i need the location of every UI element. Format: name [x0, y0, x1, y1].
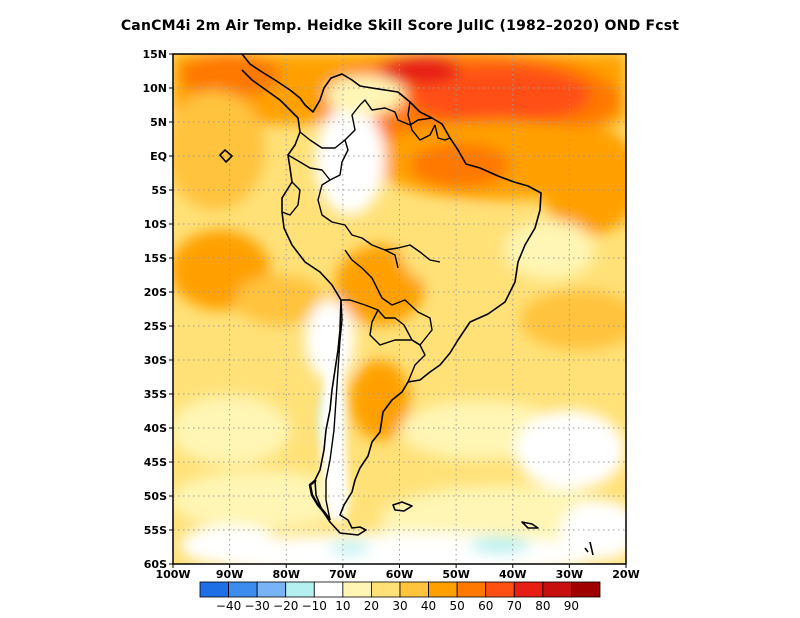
latitude-tick-label: 10S: [144, 218, 167, 231]
latitude-tick-label: 50S: [144, 490, 167, 503]
legend-swatch: [485, 581, 515, 598]
legend-swatch: [342, 581, 372, 598]
latitude-tick-label: 55S: [144, 524, 167, 537]
latitude-tick-label: 5N: [150, 116, 167, 129]
longitude-tick-label: 80W: [273, 568, 300, 581]
legend-label: −20: [273, 599, 298, 613]
legend-label: 40: [421, 599, 436, 613]
longitude-tick-label: 50W: [442, 568, 469, 581]
longitude-tick-label: 100W: [155, 568, 190, 581]
latitude-tick-label: EQ: [150, 150, 167, 163]
legend-swatch: [371, 581, 401, 598]
legend-label: 70: [507, 599, 522, 613]
legend-swatch: [456, 581, 487, 598]
longitude-axis-labels: 100W 90W 80W 70W 60W 50W 40W 30W 20W: [155, 564, 640, 581]
legend-label: 90: [564, 599, 579, 613]
legend-label: 10: [335, 599, 350, 613]
latitude-tick-label: 25S: [144, 320, 167, 333]
legend-label: 30: [392, 599, 407, 613]
latitude-tick-label: 30S: [144, 354, 167, 367]
latitude-tick-label: 10N: [142, 82, 167, 95]
latitude-tick-label: 40S: [144, 422, 167, 435]
legend-swatch: [399, 581, 429, 598]
shaded-field: [173, 54, 626, 564]
color-legend: −40 −30 −20 −10 10 20 30 40 50 60 70 80 90: [199, 581, 601, 613]
legend-label: −30: [244, 599, 269, 613]
legend-swatch: [285, 581, 315, 598]
latitude-tick-label: 15S: [144, 252, 167, 265]
country-borders: [281, 99, 451, 521]
legend-label: −10: [302, 599, 327, 613]
longitude-tick-label: 90W: [216, 568, 243, 581]
latitude-tick-label: 5S: [151, 184, 167, 197]
legend-swatch: [542, 581, 572, 598]
latitude-tick-label: 35S: [144, 388, 167, 401]
legend-swatch: [256, 581, 287, 598]
legend-label: 20: [364, 599, 379, 613]
latitude-axis-labels: 15N 10N 5N EQ 5S 10S 15S 20S 25S 30S 35S 40S 45S 50S 5…: [142, 48, 173, 571]
legend-swatch: [199, 581, 229, 598]
map-title: CanCM4i 2m Air Temp. Heidke Skill Score …: [120, 18, 680, 34]
latitude-tick-label: 15N: [142, 48, 167, 61]
legend-swatch: [428, 581, 458, 598]
longitude-tick-label: 40W: [499, 568, 526, 581]
legend-swatch: [313, 581, 344, 598]
legend-label: 80: [535, 599, 550, 613]
legend-swatch: [571, 581, 601, 598]
latitude-tick-label: 20S: [144, 286, 167, 299]
legend-label: −40: [216, 599, 241, 613]
longitude-tick-label: 70W: [329, 568, 356, 581]
latitude-tick-label: 45S: [144, 456, 167, 469]
longitude-tick-label: 60W: [386, 568, 413, 581]
coastline: [219, 54, 594, 556]
longitude-tick-label: 30W: [556, 568, 583, 581]
legend-swatch: [228, 581, 258, 598]
longitude-tick-label: 20W: [612, 568, 639, 581]
legend-swatch: [513, 581, 544, 598]
legend-label: 50: [450, 599, 465, 613]
latitude-tick-label: 60S: [144, 558, 167, 571]
legend-label: 60: [478, 599, 493, 613]
